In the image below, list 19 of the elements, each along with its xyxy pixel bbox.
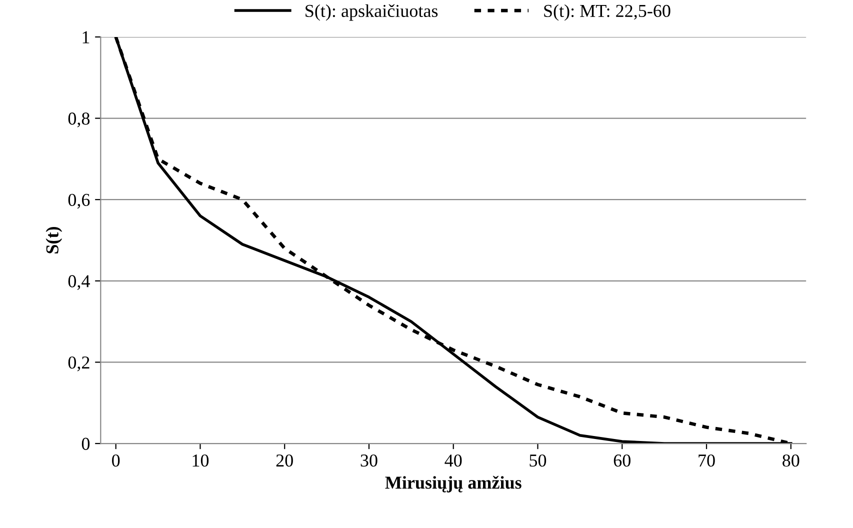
x-tick-label: 40	[444, 454, 462, 467]
y-tick-label: 1	[82, 31, 90, 44]
y-tick-label: 0,8	[68, 112, 90, 128]
x-tick-label: 10	[192, 454, 209, 467]
x-tick-label: 70	[698, 454, 715, 467]
x-tick-label: 0	[112, 454, 120, 467]
legend-label: S(t): MT: 22,5-60	[544, 4, 670, 21]
y-tick-label: 0	[82, 438, 90, 450]
x-tick-label: 30	[360, 454, 378, 467]
x-tick-label: 20	[276, 454, 293, 467]
legend-label: S(t): apskaičiuotas	[306, 4, 438, 21]
x-tick-label: 80	[782, 454, 800, 467]
x-tick-label: 60	[614, 454, 630, 467]
y-tick-label: 0,4	[68, 275, 90, 290]
y-tick-label: 0,2	[68, 356, 90, 372]
y-tick-label: 0,6	[68, 194, 90, 209]
x-tick-label: 50	[530, 454, 546, 467]
x-axis-title: Mirusiųjų amžius	[385, 476, 522, 492]
y-axis-title: S(t)	[46, 226, 62, 254]
